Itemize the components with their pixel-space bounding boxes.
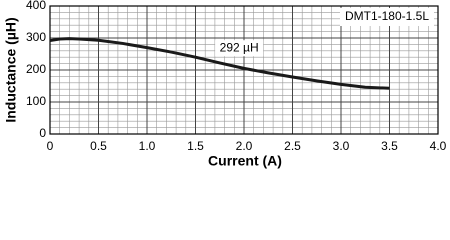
x-tick-label: 0 bbox=[47, 139, 54, 153]
annotation: 292 µH bbox=[220, 40, 259, 54]
x-tick-label: 1.5 bbox=[187, 139, 204, 153]
x-tick-label: 3.5 bbox=[381, 139, 398, 153]
y-tick-label: 400 bbox=[26, 0, 46, 12]
chart: Current (A) Inductance (µH) 0 0.5 1.0 1.5 2.… bbox=[3, 0, 447, 169]
x-tick-label: 3.0 bbox=[333, 139, 350, 153]
line bbox=[49, 37, 390, 90]
annotation-bg bbox=[215, 40, 264, 57]
y-tick-label: 0 bbox=[39, 126, 46, 140]
legend-box: DMT1-180-1.5L bbox=[345, 9, 429, 23]
plot-frame bbox=[49, 5, 439, 135]
y-tick-label: 100 bbox=[26, 94, 46, 108]
x-tick-label: 2.0 bbox=[236, 139, 253, 153]
y-tick-label: 300 bbox=[26, 30, 46, 44]
x-tick-label: 2.5 bbox=[284, 139, 301, 153]
x-tick-label: 1.0 bbox=[139, 139, 156, 153]
x-tick-label: 0.5 bbox=[90, 139, 107, 153]
y-tick-label: 200 bbox=[26, 62, 46, 76]
x-tick-label: 4.0 bbox=[430, 139, 447, 153]
legend-box-bg bbox=[340, 8, 434, 26]
y-axis-title: Inductance (µH) bbox=[3, 17, 19, 122]
x-axis-title: Current (A) bbox=[208, 153, 282, 169]
